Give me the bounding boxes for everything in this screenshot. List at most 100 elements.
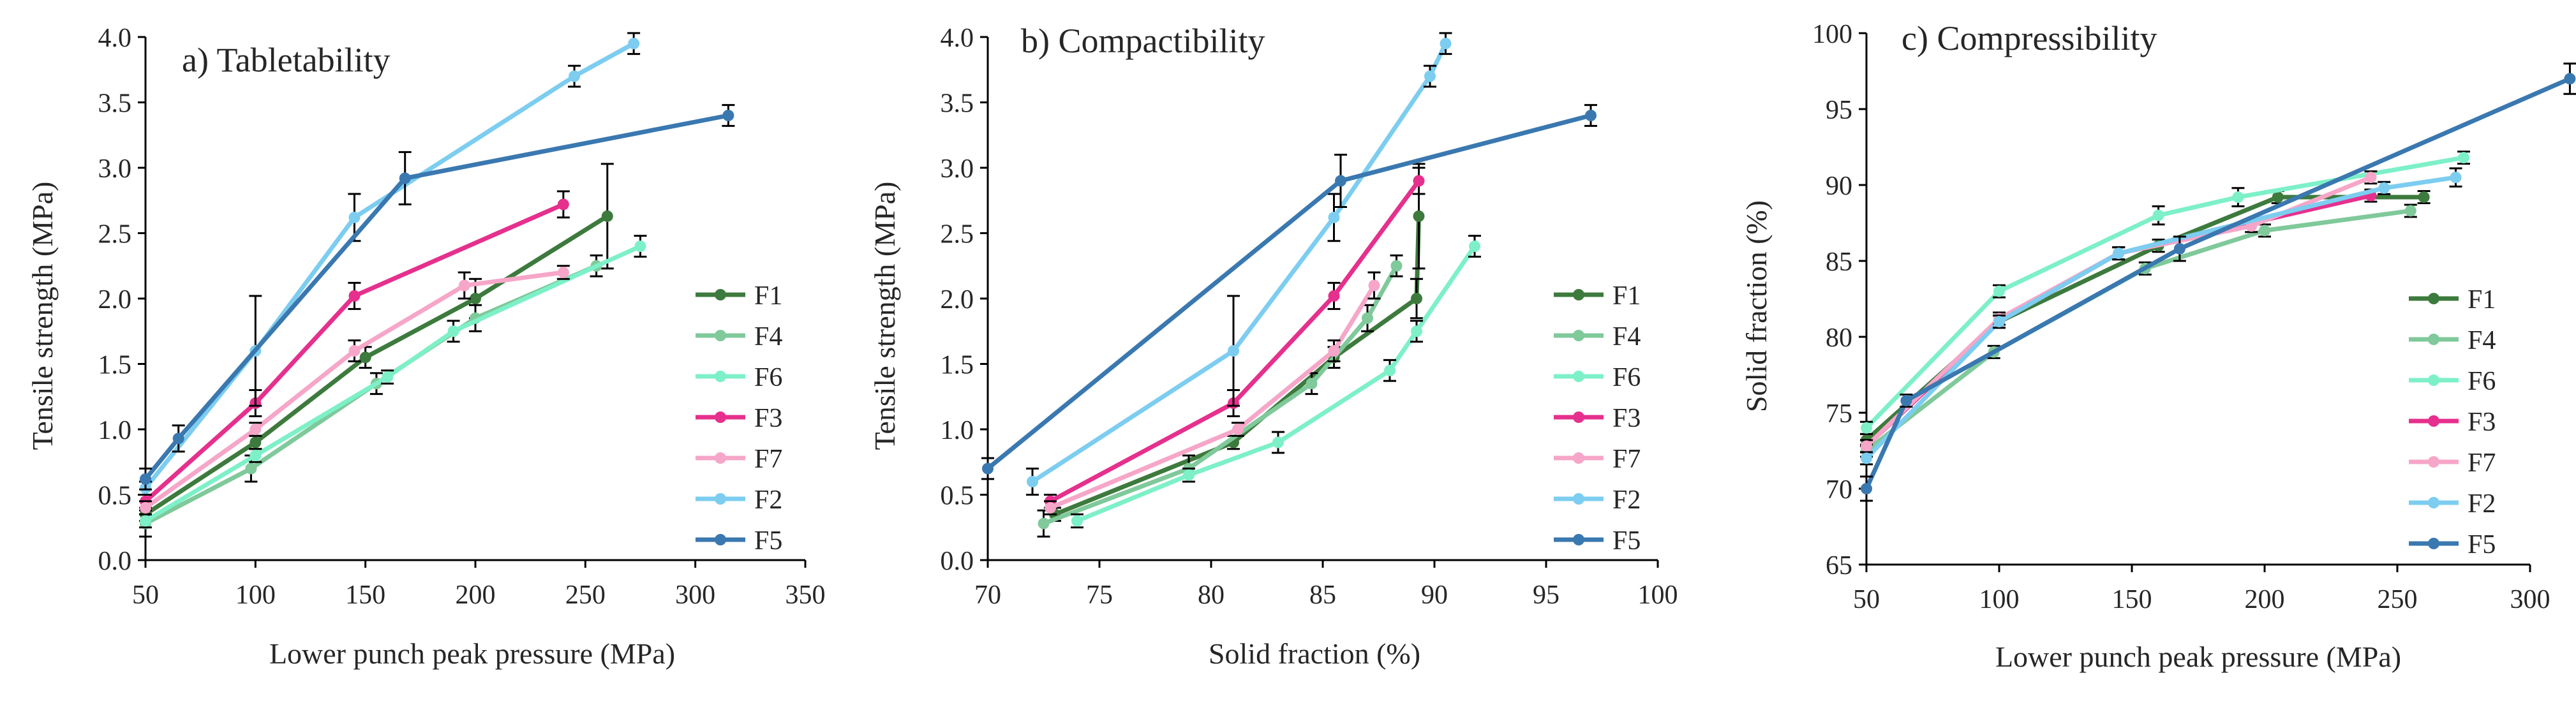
data-point-f5 xyxy=(1861,483,1872,494)
data-point-f4 xyxy=(245,463,257,475)
series-line-f7 xyxy=(1864,175,2373,448)
legend-marker-f2 xyxy=(2428,497,2439,508)
data-point-f4 xyxy=(2404,205,2416,217)
panel-a-plot: 50 100 150 200 250 300 350 0.0 0.5 1.0 1.5 2.0 2.5 3.… xyxy=(98,24,826,610)
legend-marker-f1 xyxy=(715,289,726,300)
panel-c-series-f5 xyxy=(1860,63,2576,502)
series-line-f4 xyxy=(1041,263,1399,526)
data-point-f5 xyxy=(140,473,151,485)
data-point-f6 xyxy=(140,515,151,527)
panel-c-y-axis-label: Solid fraction (%) xyxy=(1740,200,1773,412)
data-point-f3 xyxy=(348,290,361,302)
panel-a-y-tick-label: 2.0 xyxy=(98,285,132,314)
data-point-f6 xyxy=(1071,515,1083,527)
legend-label-f6: F6 xyxy=(1612,363,1641,392)
data-point-f3 xyxy=(1328,290,1340,302)
legend-label-f6: F6 xyxy=(754,363,782,392)
panel-b-x-tick-label: 75 xyxy=(1086,581,1113,610)
panel-a-x-axis-label: Lower punch peak pressure (MPa) xyxy=(269,637,675,670)
series-line-f5 xyxy=(985,113,1593,471)
panel-a-y-tick-label: 4.0 xyxy=(98,24,132,53)
panel-b-y-tick-label: 2.0 xyxy=(941,285,974,314)
legend-label-f2: F2 xyxy=(2468,489,2496,519)
data-point-f6 xyxy=(2232,191,2244,204)
data-point-f1 xyxy=(1411,293,1422,304)
data-point-f6 xyxy=(1272,436,1284,448)
data-point-f1 xyxy=(601,210,613,222)
legend-label-f2: F2 xyxy=(1612,485,1641,515)
data-point-f2 xyxy=(1424,70,1436,82)
series-line-f3 xyxy=(1048,179,1421,504)
legend-label-f4: F4 xyxy=(2468,326,2496,355)
data-point-f1 xyxy=(249,436,262,448)
legend-label-f3: F3 xyxy=(1612,404,1641,433)
data-point-f4 xyxy=(2259,225,2270,237)
data-point-f7 xyxy=(249,424,262,435)
panel-a-series-f4 xyxy=(139,254,603,538)
panel-a-series-f7 xyxy=(139,265,570,515)
legend-marker-f5 xyxy=(1573,534,1584,545)
data-point-f7 xyxy=(2365,172,2377,184)
data-point-f6 xyxy=(1469,241,1480,252)
panel-b-title: b) Compactibility xyxy=(1021,22,1265,60)
legend-label-f2: F2 xyxy=(754,485,782,515)
legend-marker-f6 xyxy=(2428,374,2439,386)
panel-b-y-tick-label: 4.0 xyxy=(941,24,974,53)
panel-a-x-tick-label: 50 xyxy=(132,581,159,610)
data-point-f5 xyxy=(399,172,411,184)
data-point-f2 xyxy=(628,38,640,50)
panel-c-y-tick-label: 100 xyxy=(1812,20,1852,49)
data-point-f6 xyxy=(634,241,646,252)
panel-a-series-f5 xyxy=(139,104,735,491)
panel-c-y-tick-label: 90 xyxy=(1826,172,1852,201)
data-point-f6 xyxy=(2458,152,2469,164)
panel-c-series-f3 xyxy=(1860,188,2378,454)
data-point-f6 xyxy=(1993,285,2005,297)
data-point-f4 xyxy=(1362,312,1373,324)
panel-b-y-tick-label: 0.5 xyxy=(941,482,974,511)
series-line-f5 xyxy=(1864,76,2572,491)
panel-b-y-tick-label: 3.0 xyxy=(941,154,974,184)
panel-c-series-f6 xyxy=(1860,151,2470,435)
data-point-f7 xyxy=(1861,440,1872,452)
data-point-f2 xyxy=(2378,182,2390,194)
legend-label-f1: F1 xyxy=(754,281,782,311)
panel-b-series-f1 xyxy=(1048,163,1426,522)
panel-c-x-tick-label: 50 xyxy=(1853,585,1880,614)
data-point-f6 xyxy=(447,325,459,337)
legend-marker-f2 xyxy=(1573,493,1584,505)
data-point-f3 xyxy=(557,198,569,211)
panel-a-y-tick-label: 2.5 xyxy=(98,220,132,249)
panel-b-y-tick-label: 1.5 xyxy=(941,351,974,380)
panel-a-y-tick-label: 3.0 xyxy=(98,154,132,184)
panel-a-x-tick-label: 300 xyxy=(675,581,715,610)
panel-a-title: a) Tabletability xyxy=(182,41,391,79)
panel-b-legend: F1 F4 F6 F3 F7 F2 F5 xyxy=(1554,281,1641,556)
data-point-f2 xyxy=(2113,248,2125,260)
panel-b-x-tick-label: 90 xyxy=(1421,581,1448,610)
panel-c-y-tick-label: 65 xyxy=(1826,551,1852,581)
panel-b-series-f7 xyxy=(1044,271,1381,515)
legend-marker-f4 xyxy=(1573,330,1584,341)
data-point-f6 xyxy=(1411,325,1422,337)
data-point-f7 xyxy=(348,345,361,357)
panel-c-series-f1 xyxy=(1860,190,2431,447)
panel-b-series-f5 xyxy=(981,104,1597,480)
legend-marker-f5 xyxy=(715,534,726,545)
panel-c-x-tick-label: 100 xyxy=(1979,585,2020,614)
panel-c-x-tick-label: 300 xyxy=(2510,585,2550,614)
legend-marker-f5 xyxy=(2428,538,2439,549)
legend-marker-f1 xyxy=(1573,289,1584,300)
data-point-f5 xyxy=(1900,394,1912,406)
panel-c-x-axis-label: Lower punch peak pressure (MPa) xyxy=(1995,640,2401,673)
panel-a-y-axis-label: Tensile strength (MPa) xyxy=(26,182,59,450)
series-line-f7 xyxy=(1048,283,1376,510)
panel-b-x-tick-label: 100 xyxy=(1638,581,1678,610)
legend-label-f4: F4 xyxy=(1612,322,1641,352)
data-point-f5 xyxy=(1585,110,1597,121)
legend-marker-f4 xyxy=(715,330,726,341)
data-point-f6 xyxy=(2152,209,2164,221)
data-point-f5 xyxy=(172,433,184,445)
data-point-f4 xyxy=(1390,260,1403,272)
panel-a-x-tick-label: 200 xyxy=(456,581,496,610)
